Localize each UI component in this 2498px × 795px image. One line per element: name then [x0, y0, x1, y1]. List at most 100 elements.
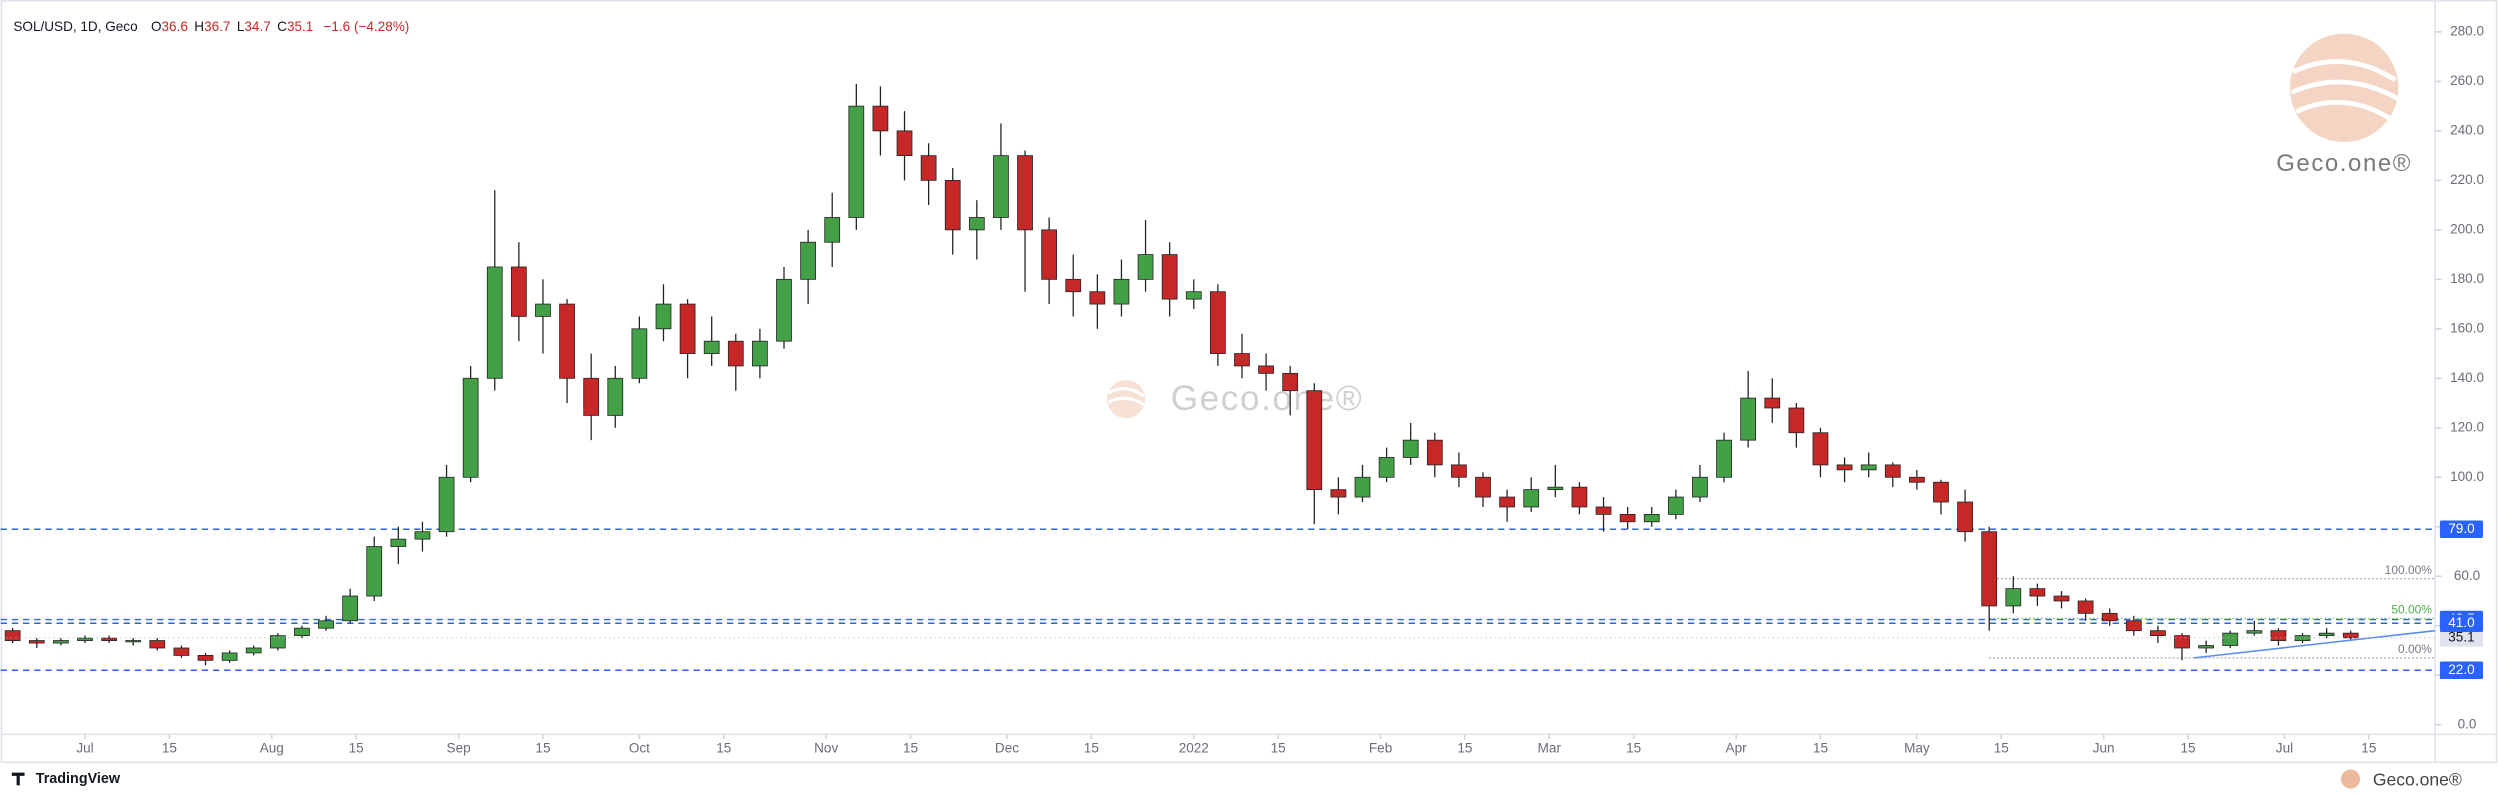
candle-body: [800, 241, 816, 280]
candle-body: [390, 538, 407, 547]
candle-body: [872, 105, 889, 132]
x-tick-label: Apr: [1726, 740, 1748, 755]
x-tick-label: 15: [535, 740, 550, 755]
candle-body: [149, 640, 166, 649]
y-tick-label: 260.0: [2450, 73, 2484, 88]
ohlc-value: 34.7: [244, 19, 270, 34]
x-tick-label: 2022: [1179, 740, 1209, 755]
candle-body: [4, 630, 21, 641]
ohlc-value: 36.6: [162, 19, 188, 34]
candle-body: [1282, 372, 1299, 392]
fib-label: 50.00%: [2391, 602, 2432, 616]
candle-body: [1137, 254, 1154, 280]
x-tick-label: 15: [1084, 740, 1099, 755]
candle-body: [655, 303, 672, 330]
candle-body: [848, 105, 865, 218]
candle-body: [1909, 476, 1925, 483]
y-tick-label: 160.0: [2450, 320, 2484, 335]
candle-body: [968, 217, 985, 231]
y-tick-label: 240.0: [2450, 122, 2484, 137]
candle-body: [2029, 588, 2046, 597]
candle-body: [1523, 489, 1540, 508]
candle-body: [366, 546, 383, 597]
candle-body: [1209, 291, 1226, 354]
candle-body: [993, 155, 1009, 218]
candle-body: [1017, 155, 1033, 231]
brand-small: Geco.one®: [2373, 769, 2462, 789]
candle-body: [1860, 464, 1877, 471]
candle-body: [1234, 353, 1250, 367]
frame: [0, 0, 2498, 764]
y-tick-label: 100.0: [2450, 469, 2484, 484]
x-tick-label: 15: [1994, 740, 2009, 755]
candle-body: [342, 595, 359, 622]
candle-body: [2294, 635, 2311, 641]
candle-body: [510, 266, 527, 317]
brand-center: Geco.one®: [1171, 379, 1364, 418]
candle-body: [2077, 600, 2094, 614]
candle-body: [294, 627, 310, 637]
candle-body: [1740, 397, 1757, 441]
x-tick-label: 15: [1457, 740, 1472, 755]
candle-body: [1330, 489, 1347, 498]
ohlc-key: H: [194, 19, 204, 34]
x-tick-label: 15: [2181, 740, 2196, 755]
y-tick-label: 140.0: [2450, 370, 2484, 385]
candle-body: [559, 303, 575, 379]
candle-body: [1065, 278, 1082, 293]
candle-body: [776, 278, 792, 342]
candle-body: [920, 155, 937, 181]
level-tag-label: 79.0: [2448, 521, 2474, 536]
candle-body: [1475, 476, 1491, 498]
tv-logo: [11, 772, 25, 786]
candle-body: [1933, 481, 1949, 503]
candle-body: [2053, 595, 2070, 602]
candle-body: [2198, 645, 2214, 649]
candle-body: [1185, 291, 1202, 300]
footer-brand: TradingView: [36, 771, 121, 787]
candle-body: [2222, 632, 2239, 646]
candle-body: [1812, 432, 1829, 466]
candle-body: [318, 620, 334, 629]
candle-body: [1957, 501, 1973, 533]
candle-body: [824, 217, 841, 243]
candle-body: [752, 340, 768, 367]
candle-body: [1619, 513, 1636, 523]
candle-body: [77, 637, 93, 641]
last-price-label: 35.1: [2448, 629, 2474, 644]
candle-body: [1113, 278, 1130, 305]
candle-body: [1981, 531, 1998, 607]
logo-center: [1106, 379, 1147, 419]
header: SOL/USD, 1D, Geco O36.6 H36.7 L34.7 C35.1 −…: [13, 19, 409, 34]
brand-large: Geco.one®: [2276, 150, 2412, 177]
level-tag: [2439, 520, 2484, 539]
candle-body: [2101, 612, 2118, 622]
candle-body: [944, 179, 961, 231]
trendline: [2193, 629, 2436, 659]
candle-body: [1378, 457, 1395, 478]
x-tick-label: Jul: [76, 740, 93, 755]
ohlc-key: O: [151, 19, 162, 34]
candle-body: [1161, 254, 1178, 300]
candle-body: [486, 266, 503, 379]
candle-body: [2150, 630, 2166, 637]
logo-small: [2340, 769, 2361, 789]
ohlc-key: C: [277, 19, 287, 34]
x-tick-label: 15: [349, 740, 364, 755]
candle-body: [53, 640, 69, 644]
candle-body: [1884, 464, 1901, 478]
candle-body: [1089, 291, 1106, 305]
candle-body: [2174, 635, 2190, 649]
x-tick-label: May: [1904, 740, 1930, 755]
candle-body: [679, 303, 696, 354]
candle-body: [1499, 496, 1515, 508]
level-tag-label: 41.0: [2448, 615, 2474, 630]
candle-body: [2246, 630, 2263, 634]
x-tick-label: Jun: [2093, 740, 2115, 755]
candle-body: [2342, 632, 2359, 639]
candle-body: [2270, 630, 2287, 641]
candle-body: [1716, 439, 1732, 478]
level-tag: [2439, 614, 2484, 633]
candle-body: [173, 647, 190, 656]
